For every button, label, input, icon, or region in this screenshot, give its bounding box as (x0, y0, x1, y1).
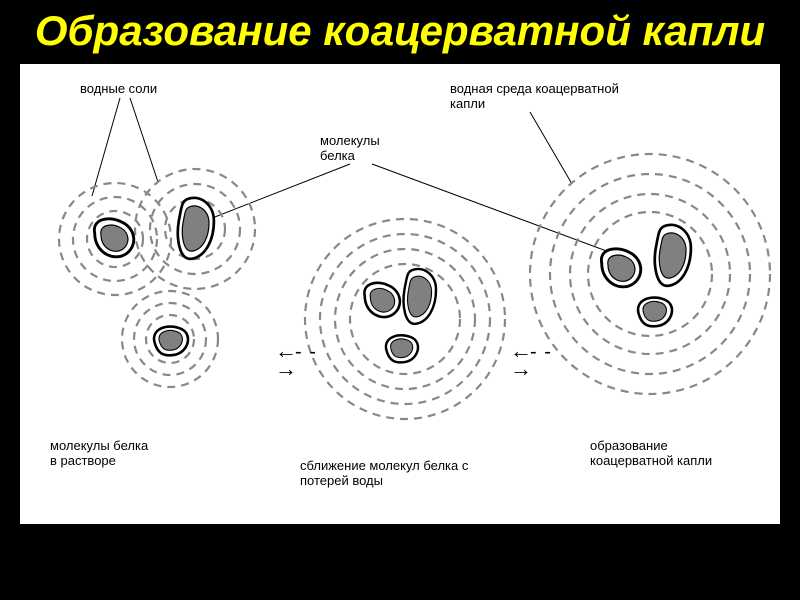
transition-arrows: ←- -→ (510, 342, 552, 378)
transition-arrows: ←- -→ (275, 342, 317, 378)
stage1-group (59, 169, 255, 387)
diagram-panel: водные соли водная среда коацерватной ка… (20, 64, 780, 524)
clusters-svg (20, 64, 780, 524)
page-title: Образование коацерватной капли (0, 0, 800, 58)
stage2-group (305, 219, 505, 419)
stage3-group (530, 154, 770, 394)
